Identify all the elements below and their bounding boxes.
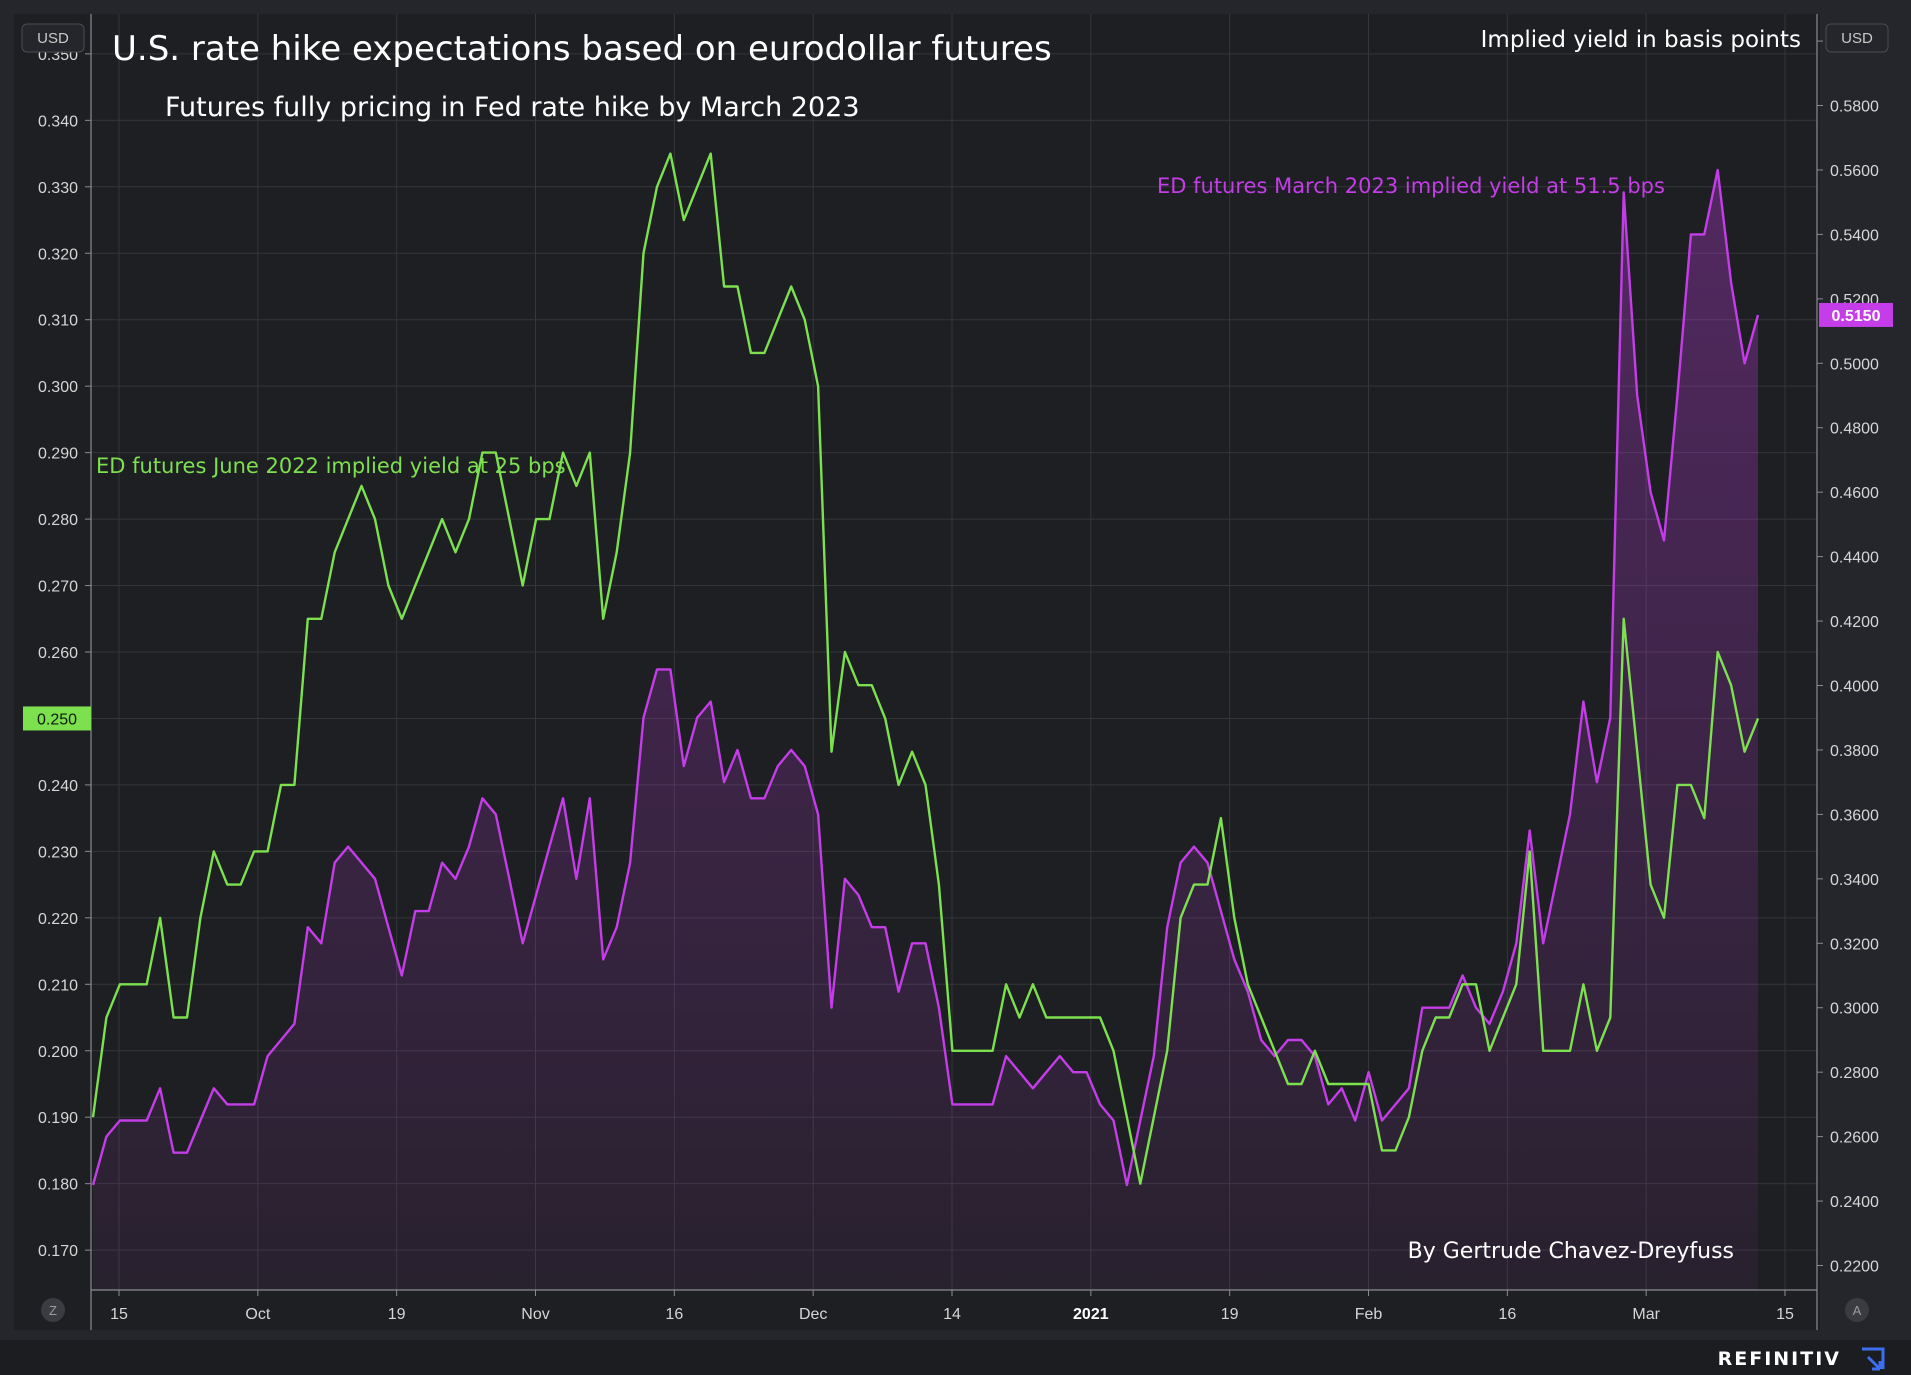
- right-tick-label: 0.2600: [1830, 1130, 1879, 1147]
- left-currency-label: USD: [37, 30, 69, 47]
- right-tick-label: 0.3000: [1830, 1001, 1879, 1018]
- right-currency-box: USD: [1825, 23, 1889, 53]
- left-tick-label: 0.280: [38, 512, 78, 529]
- left-tick-label: 0.300: [38, 379, 78, 396]
- left-tick-label: 0.320: [38, 246, 78, 263]
- right-tick-label: 0.5400: [1830, 227, 1879, 244]
- purple-last-value-badge: [1819, 302, 1893, 327]
- left-tick-label: 0.260: [38, 645, 78, 662]
- x-tick-label: 15: [110, 1306, 128, 1323]
- left-tick-label: 0.180: [38, 1177, 78, 1194]
- green-last-value-label: 0.250: [37, 711, 77, 728]
- right-axis-title: Implied yield in basis points: [1481, 27, 1801, 53]
- right-tick-label: 0.4400: [1830, 550, 1879, 567]
- right-tick-label: 0.3400: [1830, 872, 1879, 889]
- right-tick-label: 0.3600: [1830, 807, 1879, 824]
- right-tick-label: 0.2200: [1830, 1259, 1879, 1276]
- right-tick-label: 0.4200: [1830, 614, 1879, 631]
- auto-scale-label: A: [1853, 1303, 1862, 1318]
- left-scale-button[interactable]: Z: [41, 1298, 65, 1322]
- brand-name: REFINITIV: [1717, 1348, 1841, 1370]
- footer-bar: [0, 1340, 1911, 1375]
- green-last-value-badge: [23, 706, 91, 731]
- left-tick-label: 0.240: [38, 778, 78, 795]
- x-tick-label: Mar: [1632, 1306, 1660, 1323]
- last-value-badges: 0.250 0.5150: [23, 302, 1893, 731]
- x-tick-label: 16: [1498, 1306, 1516, 1323]
- x-axis-ticks: 15 Oct 19 Nov 16 Dec 14 2021 19 Feb 16 Mar 15: [110, 1290, 1794, 1323]
- x-tick-label: Nov: [521, 1306, 549, 1323]
- left-tick-label: 0.290: [38, 446, 78, 463]
- right-tick-label: 0.2400: [1830, 1194, 1879, 1211]
- left-tick-label: 0.190: [38, 1110, 78, 1127]
- left-tick-label: 0.270: [38, 579, 78, 596]
- x-tick-label: 15: [1776, 1306, 1794, 1323]
- purple-series-annotation: ED futures March 2023 implied yield at 5…: [1157, 174, 1665, 198]
- x-tick-label: 19: [1221, 1306, 1239, 1323]
- left-axis-ticks: 0.170 0.180 0.190 0.200 0.210 0.220 0.230 0.240…: [38, 47, 91, 1260]
- author-credit: By Gertrude Chavez-Dreyfuss: [1408, 1239, 1734, 1264]
- left-tick-label: 0.170: [38, 1243, 78, 1260]
- left-tick-label: 0.310: [38, 313, 78, 330]
- refinitiv-logo-icon: [1862, 1347, 1885, 1371]
- left-tick-label: 0.340: [38, 113, 78, 130]
- purple-last-value-label: 0.5150: [1832, 308, 1881, 325]
- x-tick-label: 16: [665, 1306, 683, 1323]
- left-tick-label: 0.220: [38, 911, 78, 928]
- right-axis-ticks: 0.2200 0.2400 0.2600 0.2800 0.3000 0.3200 0.34…: [1817, 34, 1879, 1276]
- left-tick-label: 0.330: [38, 180, 78, 197]
- x-tick-label: 2021: [1073, 1306, 1109, 1323]
- left-currency-box: USD: [21, 23, 85, 53]
- right-tick-label: 0.3200: [1830, 936, 1879, 953]
- green-series-line: [91, 152, 1760, 1185]
- auto-scale-button[interactable]: A: [1845, 1298, 1869, 1322]
- left-tick-label: 0.210: [38, 977, 78, 994]
- series-lines: [91, 152, 1760, 1187]
- green-series-annotation: ED futures June 2022 implied yield at 25…: [96, 454, 566, 478]
- purple-series-line: [91, 168, 1760, 1187]
- left-tick-label: 0.200: [38, 1044, 78, 1061]
- right-tick-label: 0.4000: [1830, 679, 1879, 696]
- purple-area: [93, 170, 1758, 1290]
- x-tick-label: Oct: [245, 1306, 270, 1323]
- right-tick-label: 0.3800: [1830, 743, 1879, 760]
- x-tick-label: Feb: [1355, 1306, 1383, 1323]
- axes: [90, 14, 1818, 1330]
- left-scale-label: Z: [49, 1303, 57, 1318]
- right-tick-label: 0.4800: [1830, 421, 1879, 438]
- chart-subtitle: Futures fully pricing in Fed rate hike b…: [165, 92, 860, 123]
- right-tick-label: 0.4600: [1830, 485, 1879, 502]
- right-tick-label: 0.5000: [1830, 356, 1879, 373]
- x-tick-label: 19: [388, 1306, 406, 1323]
- right-tick-label: 0.5600: [1830, 163, 1879, 180]
- purple-area-fill: [93, 170, 1758, 1290]
- x-tick-label: Dec: [799, 1306, 827, 1323]
- left-tick-label: 0.230: [38, 844, 78, 861]
- right-tick-label: 0.2800: [1830, 1065, 1879, 1082]
- chart-title: U.S. rate hike expectations based on eur…: [112, 29, 1052, 69]
- right-currency-label: USD: [1841, 30, 1873, 47]
- right-tick-label: 0.5800: [1830, 99, 1879, 116]
- x-tick-label: 14: [943, 1306, 961, 1323]
